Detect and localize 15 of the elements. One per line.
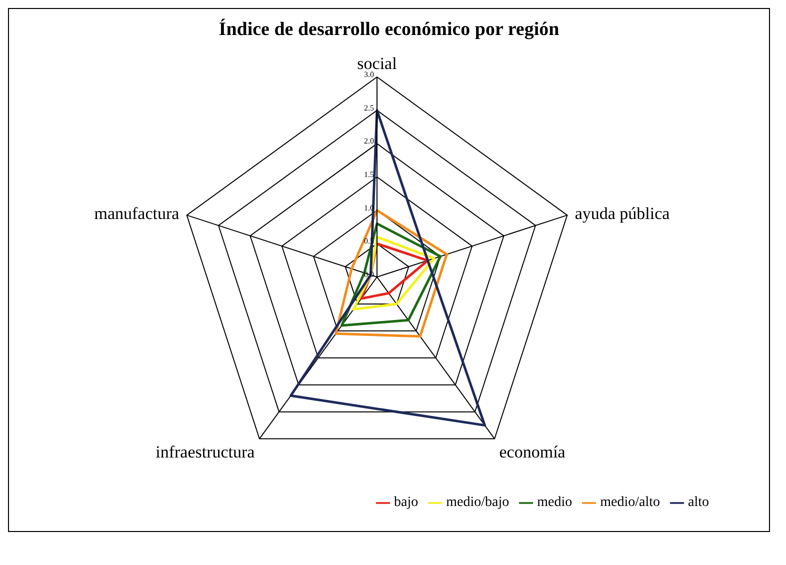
y-tick-label: 3.0	[364, 70, 374, 79]
y-tick-label: 0.0	[364, 270, 374, 279]
spoke-label: social	[357, 54, 398, 73]
legend-label: medio/alto	[600, 495, 660, 510]
spoke-label: infraestructura	[156, 442, 256, 462]
spoke-label: ayuda pública	[574, 204, 670, 223]
legend-label: medio	[537, 495, 572, 510]
spoke-label: economía	[499, 442, 566, 462]
y-tick-label: 2.5	[364, 103, 374, 112]
legend-label: alto	[688, 495, 709, 510]
spoke-label: manufactura	[94, 204, 180, 223]
legend-label: medio/bajo	[446, 495, 510, 510]
chart-title: Índice de desarrollo económico por región	[218, 19, 560, 41]
y-tick-label: 2.0	[364, 136, 374, 146]
legend-label: bajo	[394, 495, 418, 510]
